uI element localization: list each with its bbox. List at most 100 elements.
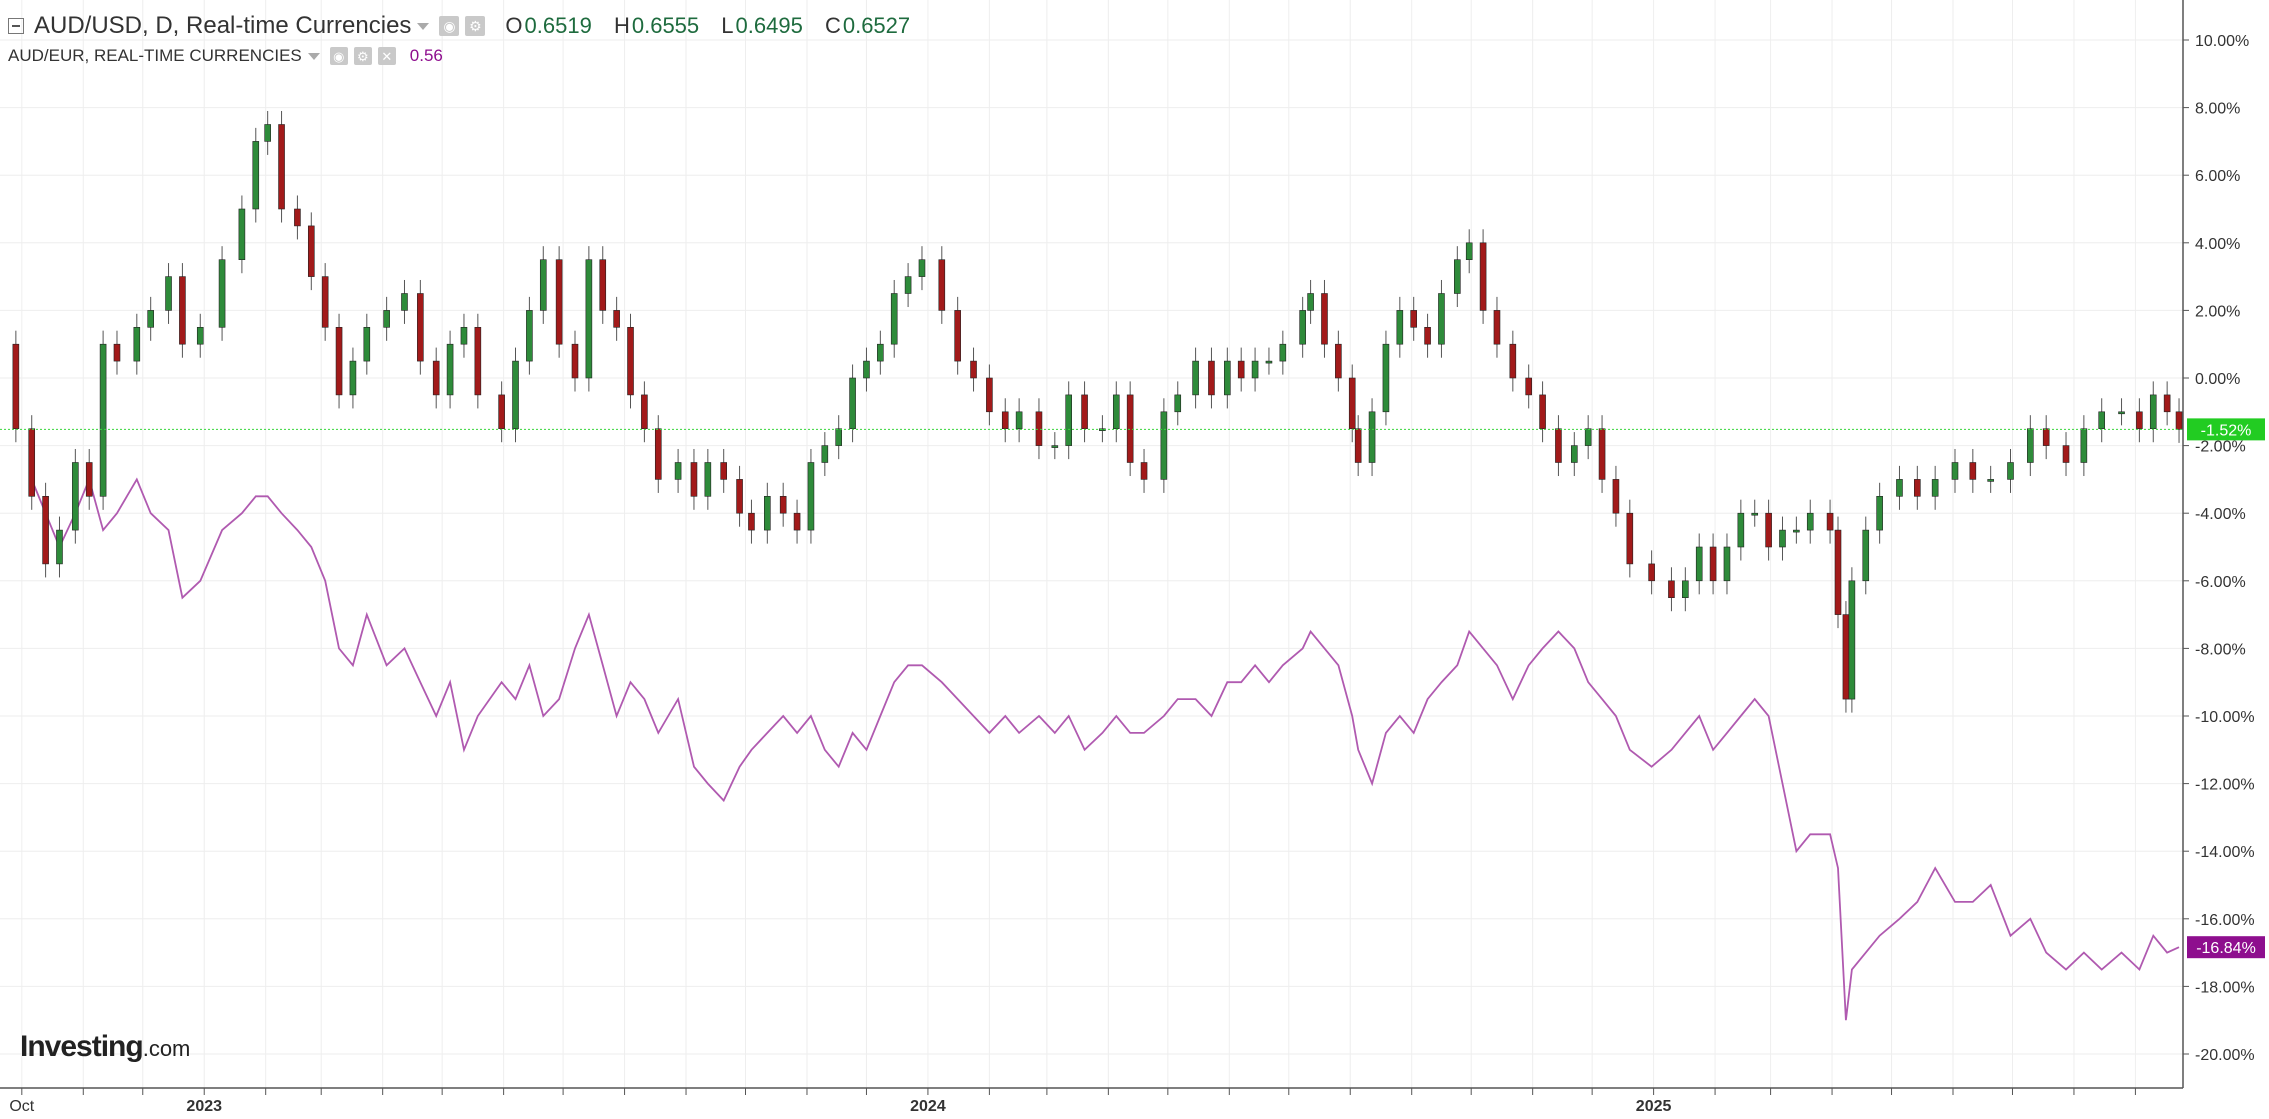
candle-up	[1192, 360, 1199, 396]
candle-down	[179, 276, 186, 345]
candle-up	[1174, 394, 1182, 413]
candle-down	[42, 495, 49, 565]
compare-dropdown-caret-icon[interactable]	[307, 52, 320, 60]
y-tick-label: -12.00%	[2195, 777, 2255, 794]
candle-up	[890, 293, 898, 345]
candle-up	[1737, 512, 1745, 548]
candle-down	[294, 208, 301, 227]
candle-up	[1793, 529, 1800, 533]
candle-down	[954, 310, 961, 362]
candle-up	[1299, 310, 1306, 345]
series-title[interactable]: AUD/USD, D, Real-time Currencies	[34, 12, 412, 39]
candle-up	[1224, 360, 1231, 396]
candle-down	[1709, 546, 1717, 582]
candle-down	[654, 428, 662, 480]
candle-up	[821, 445, 829, 463]
ohlc-low-value: 0.6495	[735, 13, 803, 38]
compare-eye-icon[interactable]: ◉	[329, 47, 348, 65]
candle-down	[498, 394, 505, 429]
main-series-legend: AUD/USD, D, Real-time Currencies ◉ ⚙ O0.…	[8, 10, 926, 42]
x-tick-label: 2025	[1636, 1098, 1672, 1114]
candle-down	[613, 310, 620, 328]
candle-up	[1051, 445, 1059, 448]
candle-down	[1914, 479, 1921, 497]
candle-up	[764, 495, 771, 531]
candle-up	[877, 343, 884, 362]
logo-suffix: .com	[142, 1036, 191, 1061]
candle-up	[1751, 512, 1759, 516]
candle-down	[1612, 479, 1620, 514]
current-value-badge	[2187, 418, 2265, 441]
y-tick-label: -20.00%	[2195, 1047, 2255, 1064]
candle-down	[555, 259, 563, 345]
candle-down	[938, 259, 946, 311]
candle-down	[1348, 377, 1356, 430]
candle-up	[363, 326, 371, 362]
y-tick-label: -16.00%	[2195, 912, 2255, 929]
candle-up	[918, 259, 926, 277]
candle-up	[904, 276, 912, 294]
candle-down	[307, 225, 315, 277]
compare-series-value: 0.56	[409, 46, 443, 65]
candle-down	[1035, 411, 1043, 446]
candle-down	[1969, 462, 1977, 480]
candle-down	[690, 462, 698, 497]
candle-down	[641, 394, 648, 429]
investing-logo[interactable]: Investing.com	[20, 1030, 190, 1064]
candle-up	[133, 326, 141, 362]
compare-close-icon[interactable]: ✕	[377, 47, 396, 65]
candle-down	[2042, 428, 2050, 446]
gear-icon[interactable]: ⚙	[465, 16, 486, 36]
aud-eur-line	[30, 476, 2180, 1021]
candle-down	[1237, 360, 1245, 379]
candle-up	[2149, 394, 2157, 429]
candle-up	[56, 529, 63, 565]
candle-up	[1015, 411, 1023, 429]
candle-up	[2098, 411, 2106, 429]
candle-down	[779, 495, 787, 514]
ohlc-open-value: 0.6519	[524, 13, 592, 38]
candle-up	[401, 293, 408, 311]
candle-up	[674, 462, 682, 480]
candle-up	[2080, 428, 2088, 463]
candle-up	[147, 310, 154, 328]
y-tick-label: -18.00%	[2195, 979, 2255, 996]
candle-down	[571, 343, 579, 379]
collapse-icon[interactable]	[8, 18, 24, 34]
candle-up	[218, 259, 226, 328]
candle-up	[1584, 428, 1592, 446]
candle-down	[417, 293, 424, 362]
candle-down	[85, 462, 93, 497]
candle-down	[1208, 360, 1215, 396]
candle-up	[2118, 411, 2125, 415]
candle-down	[1668, 580, 1675, 598]
candle-down	[1081, 394, 1088, 429]
candle-down	[1001, 411, 1009, 429]
candle-up	[1862, 529, 1870, 582]
y-tick-label: 2.00%	[2195, 303, 2240, 320]
candle-up	[835, 428, 843, 446]
candle-up	[1987, 479, 1994, 482]
candle-up	[349, 360, 357, 396]
candle-up	[1951, 462, 1959, 480]
candle-down	[1140, 462, 1148, 480]
candle-up	[1438, 293, 1445, 345]
y-tick-label: -6.00%	[2195, 574, 2246, 591]
candle-down	[12, 343, 20, 430]
eye-icon[interactable]: ◉	[439, 16, 460, 36]
logo-brand: Investing	[20, 1030, 144, 1063]
dropdown-caret-icon[interactable]	[417, 22, 430, 30]
y-tick-label: 10.00%	[2195, 33, 2249, 50]
candle-up	[1779, 529, 1786, 548]
compare-gear-icon[interactable]: ⚙	[353, 47, 372, 65]
candle-down	[986, 377, 993, 413]
compare-series-title[interactable]: AUD/EUR, REAL-TIME CURRENCIES	[8, 46, 302, 65]
candle-down	[1842, 614, 1850, 700]
candle-down	[1509, 343, 1517, 379]
candle-up	[446, 343, 454, 396]
candle-up	[1065, 394, 1072, 446]
candle-up	[704, 462, 712, 497]
y-tick-label: -2.00%	[2195, 439, 2246, 456]
